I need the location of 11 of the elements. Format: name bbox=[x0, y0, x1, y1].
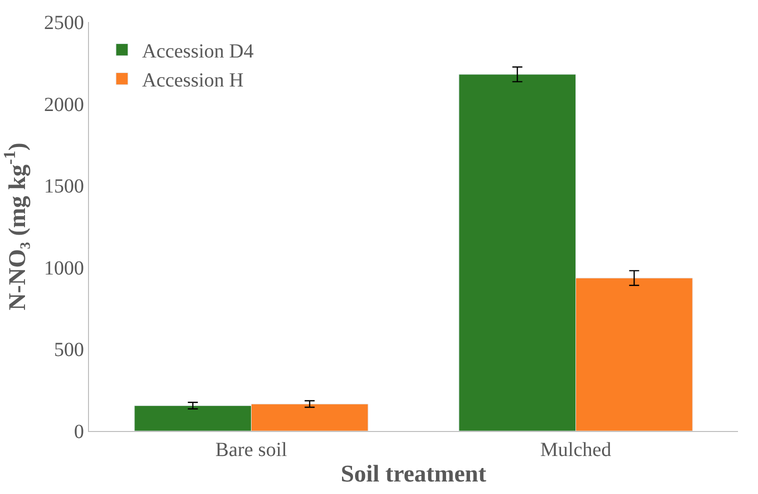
y-tick-label: 2500 bbox=[44, 12, 84, 34]
legend-label: Accession D4 bbox=[142, 40, 254, 62]
y-tick-label: 1000 bbox=[44, 257, 84, 280]
y-tick-label: 1500 bbox=[44, 176, 84, 198]
y-tick-label: 2000 bbox=[44, 94, 84, 116]
x-axis-title: Soil treatment bbox=[340, 461, 486, 488]
legend-label: Accession H bbox=[142, 69, 244, 92]
y-tick-label: 0 bbox=[74, 421, 84, 443]
x-tick-label: Mulched bbox=[540, 439, 612, 461]
y-tick-label: 500 bbox=[54, 339, 84, 362]
x-tick-label: Bare soil bbox=[215, 439, 288, 461]
